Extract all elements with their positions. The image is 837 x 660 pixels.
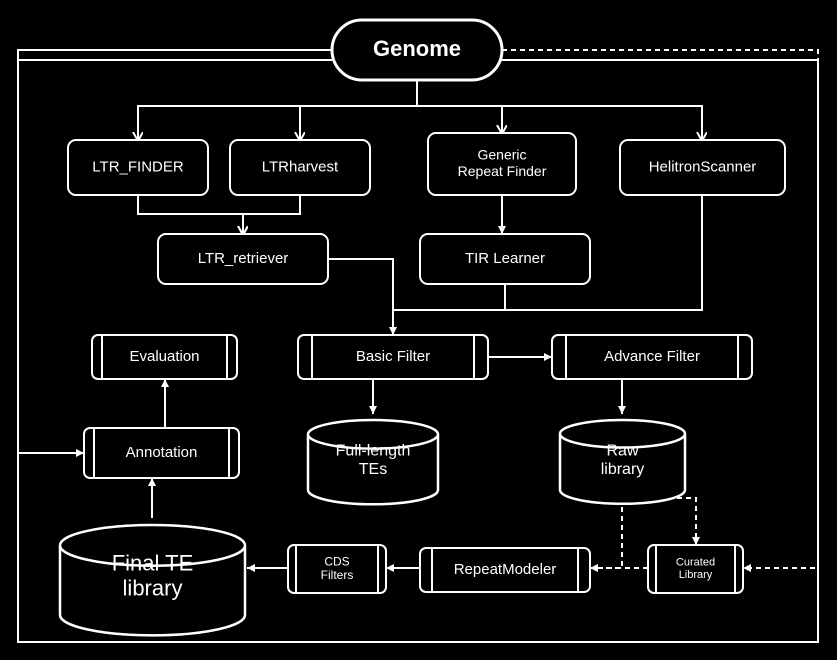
node-label: Curated xyxy=(676,557,715,569)
node-label: Filters xyxy=(321,568,354,582)
node-label: TIR Learner xyxy=(465,250,545,267)
node-label: library xyxy=(601,461,645,478)
node-label: Evaluation xyxy=(129,348,199,365)
node-label: Annotation xyxy=(126,444,198,461)
node-label: RepeatModeler xyxy=(454,561,557,578)
edge xyxy=(243,195,300,234)
node-label: HelitronScanner xyxy=(649,158,757,175)
node-label: Library xyxy=(679,569,713,581)
edge xyxy=(138,80,417,140)
node-label: LTRharvest xyxy=(262,158,339,175)
node-label: TEs xyxy=(359,461,387,478)
node-label: Final TE xyxy=(112,550,194,575)
edge xyxy=(590,498,622,568)
node-label: Repeat Finder xyxy=(458,163,547,179)
edge xyxy=(138,195,243,234)
node-label: LTR_retriever xyxy=(198,250,289,267)
edge xyxy=(328,259,393,310)
edge xyxy=(393,284,505,310)
node-label: LTR_FINDER xyxy=(92,158,184,175)
node-label: Genome xyxy=(373,36,461,61)
node-label: Basic Filter xyxy=(356,348,430,365)
node-label: CDS xyxy=(324,554,349,568)
edge xyxy=(650,498,696,545)
node-label: Generic xyxy=(477,147,526,163)
node-label: Full-length xyxy=(336,443,411,460)
node-label: Advance Filter xyxy=(604,348,700,365)
edge xyxy=(417,80,702,140)
edge xyxy=(300,80,417,140)
flowchart-canvas: Genome LTR_FINDER LTRharvest GenericRepeat … xyxy=(0,0,837,660)
node-label: library xyxy=(123,576,183,601)
node-label: Raw xyxy=(606,443,638,460)
